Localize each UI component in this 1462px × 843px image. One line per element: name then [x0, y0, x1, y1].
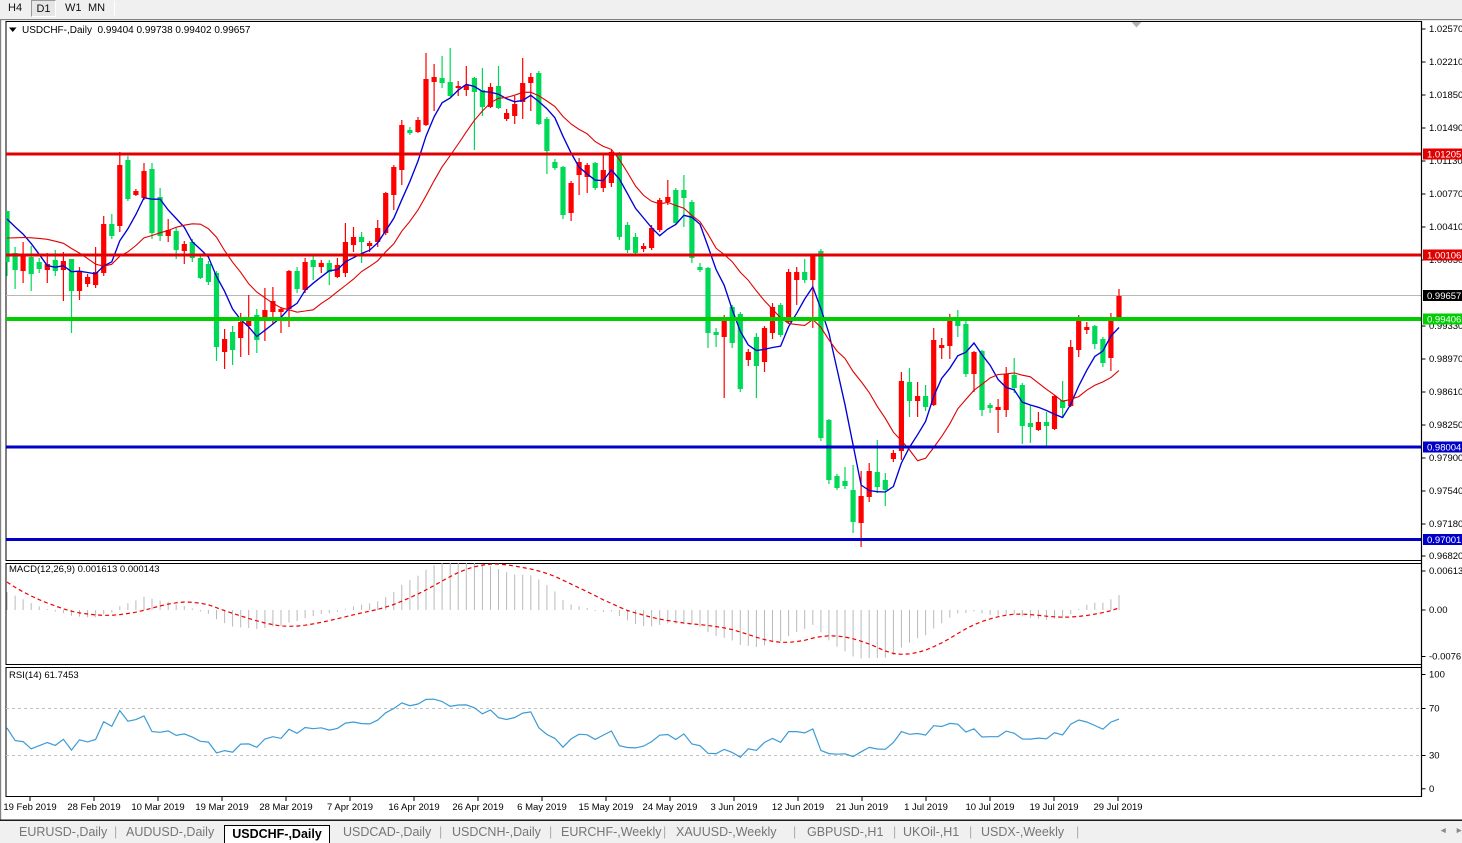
svg-text:10 Mar 2019: 10 Mar 2019 [131, 802, 184, 813]
svg-text:28 Feb 2019: 28 Feb 2019 [67, 802, 120, 813]
svg-text:16 Apr 2019: 16 Apr 2019 [388, 802, 439, 813]
svg-text:MACD(12,26,9) 0.001613 0.00014: MACD(12,26,9) 0.001613 0.000143 [9, 564, 160, 575]
svg-text:21 Jun 2019: 21 Jun 2019 [836, 802, 888, 813]
svg-text:0.97900: 0.97900 [1429, 453, 1462, 464]
svg-text:0.97540: 0.97540 [1429, 486, 1462, 497]
svg-text:0: 0 [1429, 784, 1434, 795]
svg-text:1.01490: 1.01490 [1429, 123, 1462, 134]
svg-text:0.98250: 0.98250 [1429, 420, 1462, 431]
svg-text:24 May 2019: 24 May 2019 [643, 802, 698, 813]
svg-text:0.99657: 0.99657 [1427, 291, 1461, 302]
svg-text:15 May 2019: 15 May 2019 [579, 802, 634, 813]
svg-text:1.00106: 1.00106 [1427, 251, 1461, 262]
svg-text:70: 70 [1429, 704, 1440, 715]
svg-text:USDCHF-,Daily 0.99404 0.99738: USDCHF-,Daily 0.99404 0.99738 0.99402 0.… [22, 25, 251, 36]
svg-text:1.02210: 1.02210 [1429, 57, 1462, 68]
svg-text:0.99330: 0.99330 [1429, 321, 1462, 332]
svg-text:12 Jun 2019: 12 Jun 2019 [772, 802, 824, 813]
svg-text:19 Feb 2019: 19 Feb 2019 [3, 802, 56, 813]
svg-text:1 Jul 2019: 1 Jul 2019 [904, 802, 948, 813]
svg-text:19 Jul 2019: 19 Jul 2019 [1029, 802, 1078, 813]
svg-text:30: 30 [1429, 751, 1440, 762]
svg-text:1.01130: 1.01130 [1429, 156, 1462, 167]
svg-text:19 Mar 2019: 19 Mar 2019 [195, 802, 248, 813]
svg-text:10 Jul 2019: 10 Jul 2019 [965, 802, 1014, 813]
svg-text:28 Mar 2019: 28 Mar 2019 [259, 802, 312, 813]
svg-text:26 Apr 2019: 26 Apr 2019 [452, 802, 503, 813]
svg-text:1.02570: 1.02570 [1429, 24, 1462, 35]
svg-text:0.98610: 0.98610 [1429, 387, 1462, 398]
svg-text:1.01205: 1.01205 [1427, 150, 1461, 161]
svg-text:0.97001: 0.97001 [1427, 535, 1461, 546]
svg-text:0.98970: 0.98970 [1429, 354, 1462, 365]
svg-text:1.00410: 1.00410 [1429, 222, 1462, 233]
svg-text:29 Jul 2019: 29 Jul 2019 [1093, 802, 1142, 813]
svg-text:6 May 2019: 6 May 2019 [517, 802, 567, 813]
svg-text:0.96820: 0.96820 [1429, 551, 1462, 562]
svg-text:0.99406: 0.99406 [1427, 315, 1461, 326]
svg-text:0.00: 0.00 [1429, 605, 1448, 616]
svg-text:1.00050: 1.00050 [1429, 255, 1462, 266]
svg-text:0.98004: 0.98004 [1427, 443, 1461, 454]
svg-text:100: 100 [1429, 670, 1445, 681]
svg-text:1.00770: 1.00770 [1429, 189, 1462, 200]
svg-text:0.00613: 0.00613 [1429, 566, 1462, 577]
svg-text:RSI(14) 61.7453: RSI(14) 61.7453 [9, 670, 79, 681]
svg-text:1.01850: 1.01850 [1429, 90, 1462, 101]
svg-text:7 Apr 2019: 7 Apr 2019 [327, 802, 373, 813]
svg-text:0.97180: 0.97180 [1429, 519, 1462, 530]
svg-text:3 Jun 2019: 3 Jun 2019 [710, 802, 757, 813]
